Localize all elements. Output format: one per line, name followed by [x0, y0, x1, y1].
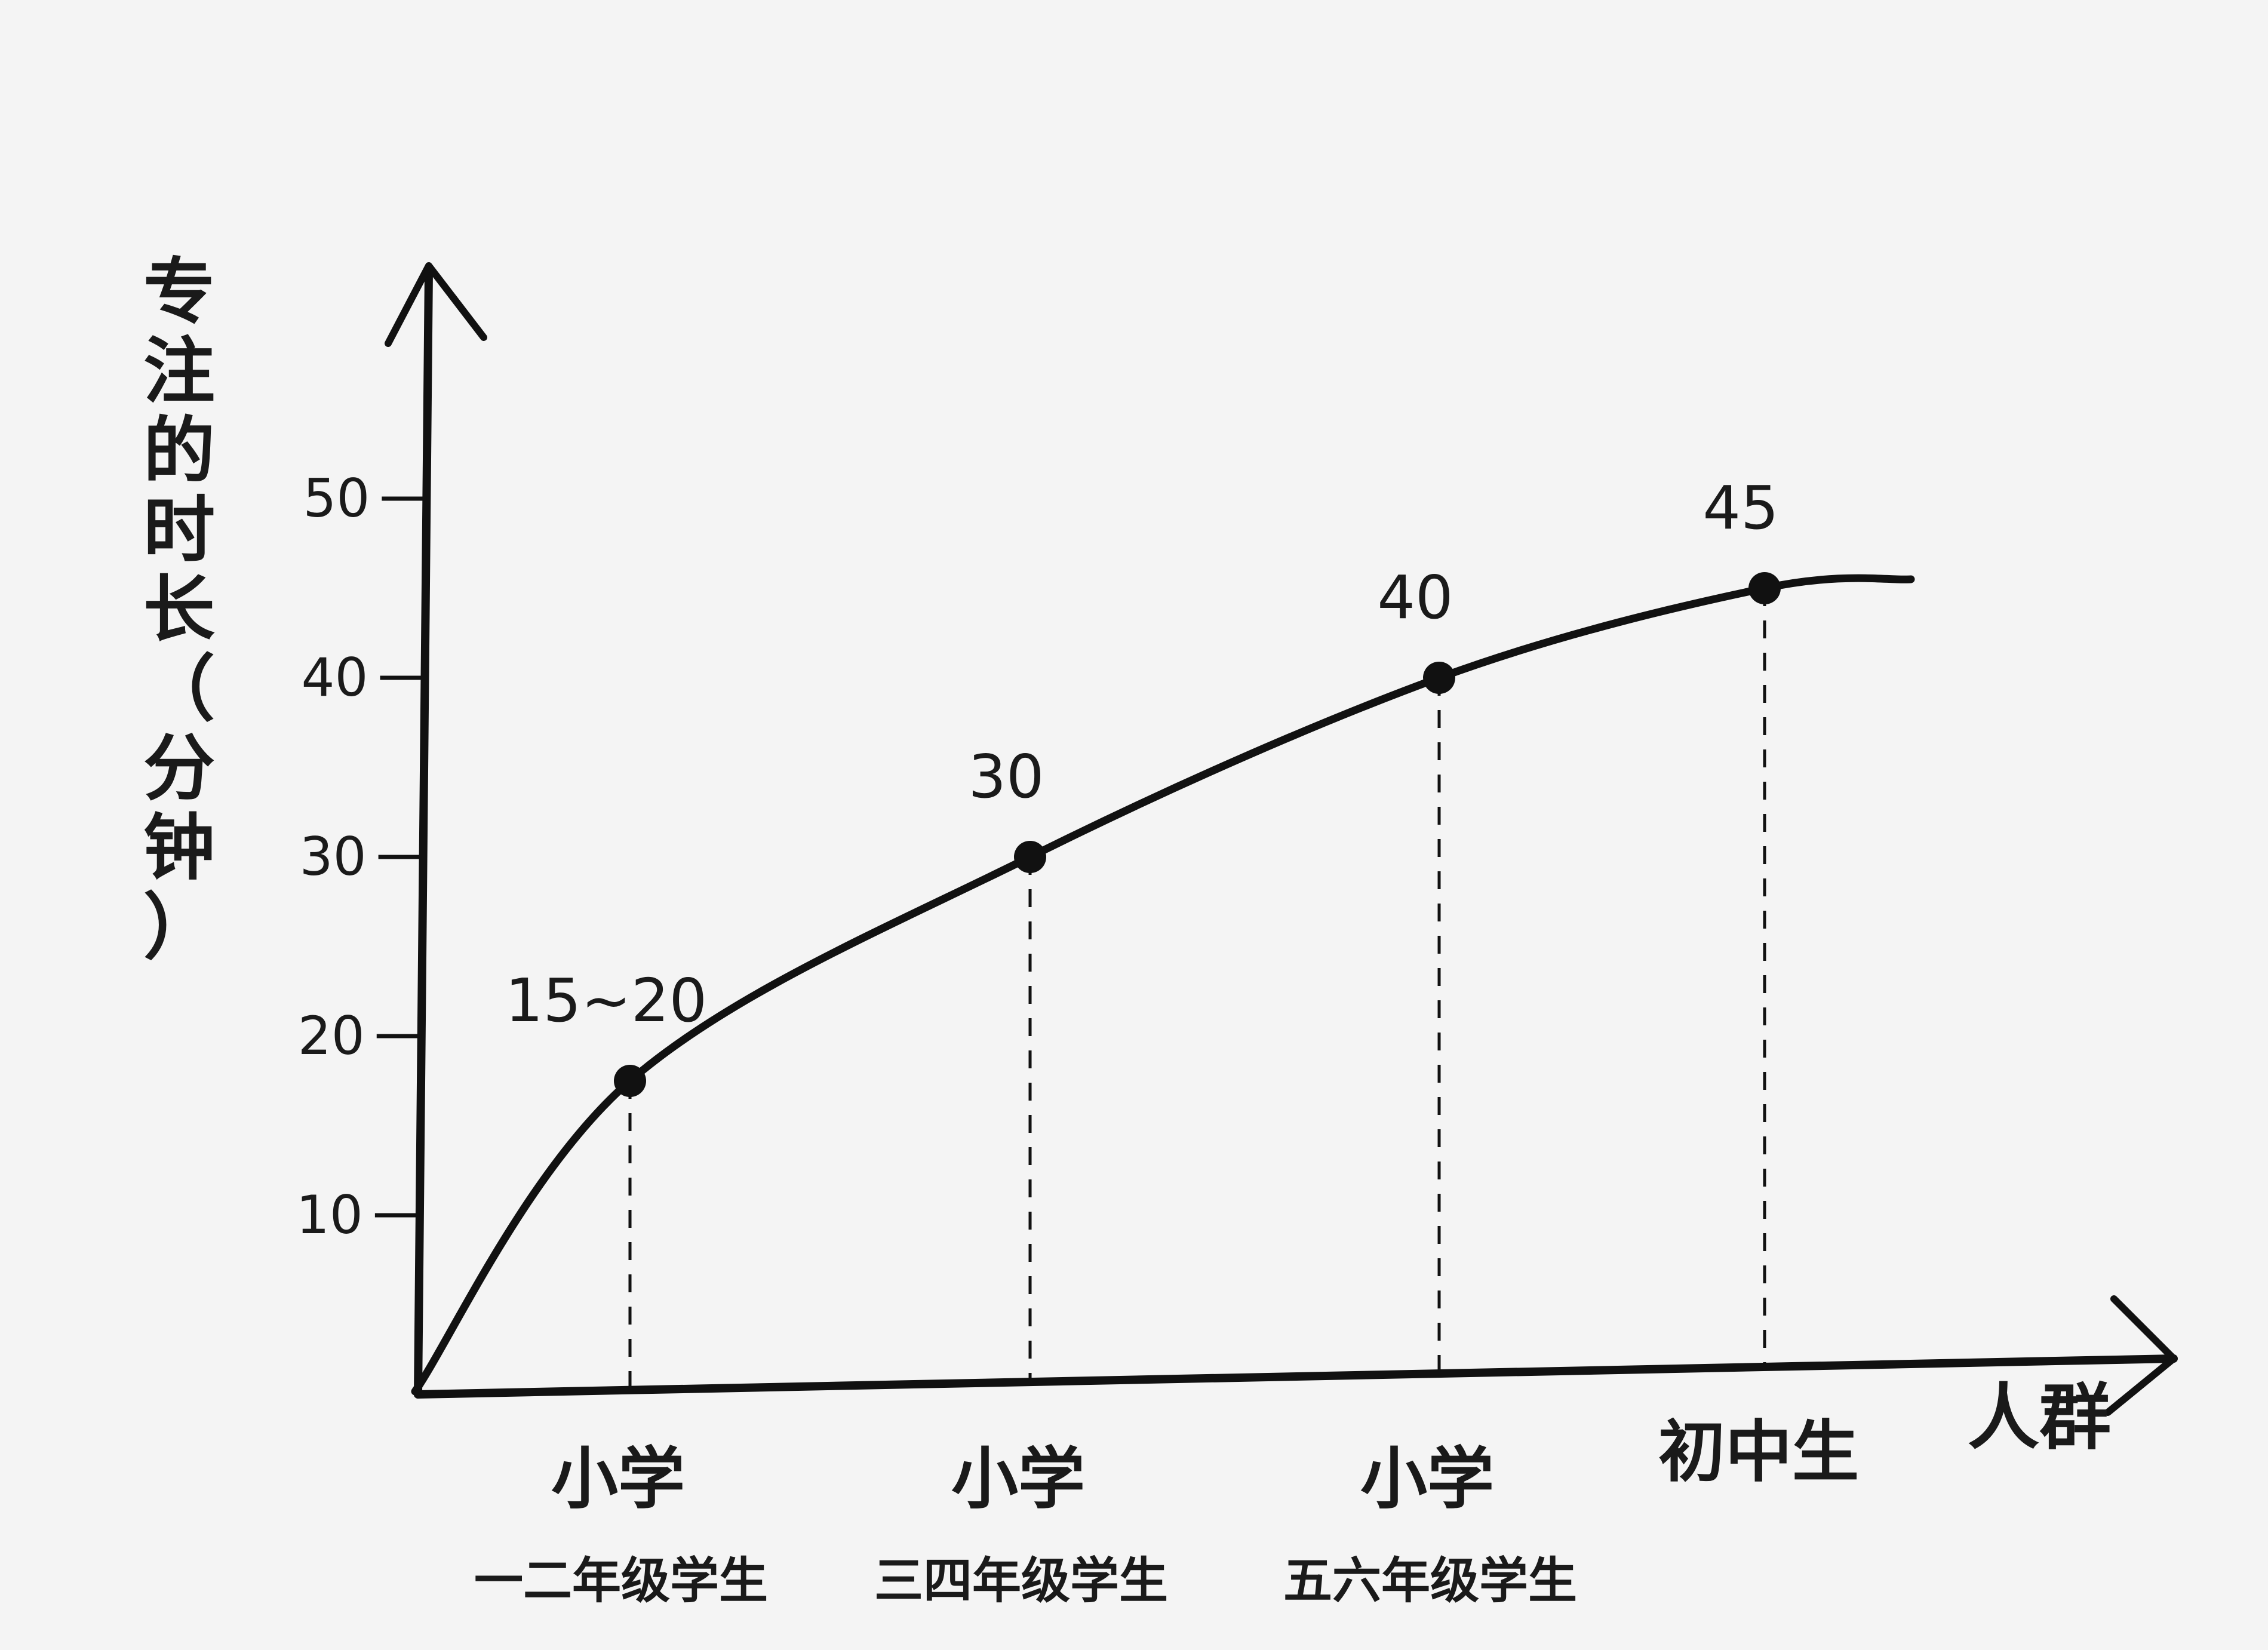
category-sublabel: 一二年级学生 — [474, 1553, 768, 1609]
data-label: 45 — [1702, 473, 1778, 543]
data-point — [1014, 841, 1046, 873]
data-label: 15~20 — [505, 966, 707, 1036]
category-label: 小学 — [1360, 1440, 1494, 1518]
category-label: 小学 — [551, 1440, 685, 1518]
y-axis — [414, 268, 433, 1399]
category-label: 小学 — [951, 1440, 1085, 1518]
x-axis-label: 人群 — [1968, 1376, 2111, 1460]
y-tick-label: 40 — [302, 647, 368, 708]
y-tick-label: 30 — [300, 826, 367, 887]
data-point — [1423, 662, 1455, 694]
category-sublabel: 五六年级学生 — [1283, 1553, 1577, 1609]
data-label: 30 — [968, 742, 1044, 812]
data-point — [614, 1065, 646, 1097]
data-label: 40 — [1377, 563, 1453, 632]
y-axis-label: 专注的时长（分钟） — [143, 251, 215, 969]
x-axis-arrow — [2104, 1295, 2177, 1416]
category-sublabel: 三四年级学生 — [874, 1553, 1168, 1609]
data-point — [1748, 572, 1781, 604]
category-label: 初中生 — [1658, 1414, 1859, 1491]
y-tick-label: 50 — [303, 468, 370, 529]
y-axis-arrow — [385, 262, 487, 347]
x-axis — [414, 1354, 2178, 1399]
data-line — [411, 574, 1915, 1396]
y-tick-label: 10 — [296, 1184, 363, 1246]
y-tick-label: 20 — [298, 1005, 365, 1067]
